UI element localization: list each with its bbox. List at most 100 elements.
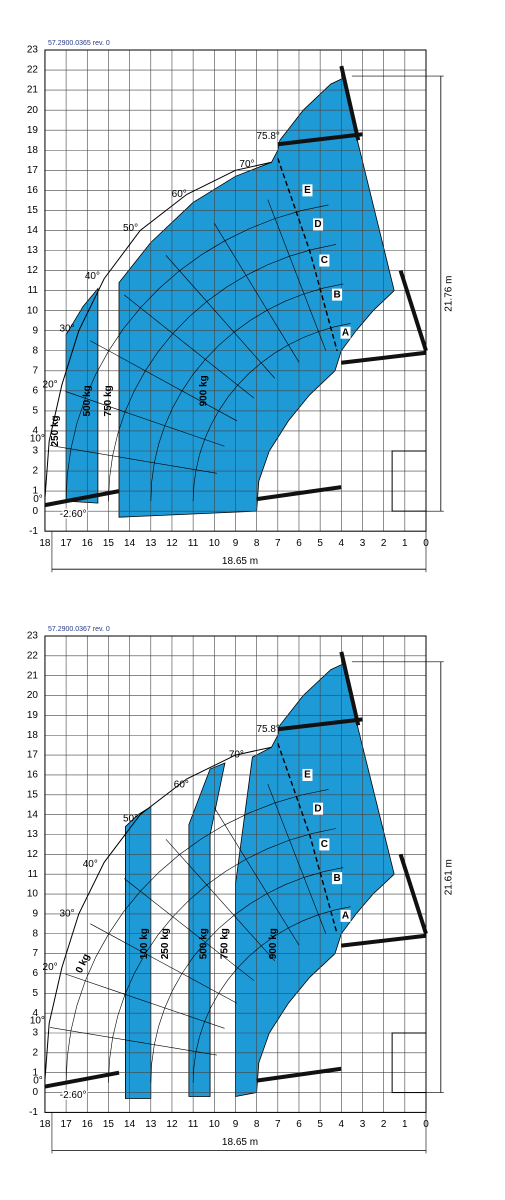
load-chart: 18 17 16 15 14 13 12 11 10 9 8 7 6 5 4 3 2 1 0232221201918… bbox=[27, 626, 454, 1154]
x-tick-label: 14 bbox=[124, 538, 136, 549]
x-tick-label: 14 bbox=[124, 1119, 136, 1130]
angle-label: 30° bbox=[59, 909, 74, 920]
frame bbox=[44, 49, 427, 532]
y-tick-label: 13 bbox=[27, 245, 39, 256]
zone-badge bbox=[340, 909, 351, 922]
angle-ray bbox=[90, 340, 238, 422]
y-tick-label: 3 bbox=[32, 446, 38, 457]
y-tick-label: 7 bbox=[32, 365, 38, 376]
angle-ray bbox=[65, 973, 225, 1029]
y-tick-label: 18 bbox=[27, 145, 39, 156]
y-tick-label: 17 bbox=[27, 750, 39, 761]
zone-label: A bbox=[342, 911, 349, 922]
angle-ray bbox=[165, 255, 276, 379]
angle-label: 75.8° bbox=[256, 724, 279, 735]
zone-limit bbox=[277, 742, 338, 934]
y-tick-label: -1 bbox=[29, 526, 38, 537]
boom bbox=[256, 485, 342, 502]
boom bbox=[339, 65, 361, 141]
y-tick-label: 2 bbox=[32, 466, 38, 477]
angle-ray bbox=[123, 294, 255, 399]
x-tick-label: 4 bbox=[339, 538, 345, 549]
width-label: 18.65 m bbox=[222, 1137, 258, 1148]
x-tick-label: 2 bbox=[381, 538, 387, 549]
y-tick-label: 20 bbox=[27, 105, 39, 116]
angle-ray bbox=[65, 391, 225, 447]
angle-label: -2.60° bbox=[60, 1090, 87, 1101]
x-tick-label: 8 bbox=[254, 1119, 260, 1130]
x-tick-label: 6 bbox=[296, 538, 302, 549]
load-label: 500 kg bbox=[198, 928, 209, 959]
zone-badge bbox=[302, 184, 313, 197]
y-tick-label: 14 bbox=[27, 225, 39, 236]
x-tick-label: 18 bbox=[39, 538, 51, 549]
y-tick-label: 3 bbox=[32, 1028, 38, 1039]
chart-code: 57.2900.0367 rev. 0 bbox=[48, 626, 110, 633]
zone-badge bbox=[313, 802, 324, 815]
load-label: 100 kg bbox=[139, 928, 150, 959]
y-tick-label: 6 bbox=[32, 385, 38, 396]
y-tick-label: 23 bbox=[27, 631, 39, 642]
angle-label: 10° bbox=[30, 1016, 45, 1027]
height-label: 21.61 m bbox=[443, 859, 454, 895]
angle-label: 70° bbox=[229, 750, 244, 761]
y-tick-label: 15 bbox=[27, 205, 39, 216]
y-tick-label: 6 bbox=[32, 968, 38, 979]
y-tick-label: 21 bbox=[27, 85, 39, 96]
y-tick-label: 13 bbox=[27, 829, 39, 840]
y-tick-label: 12 bbox=[27, 265, 39, 276]
x-tick-label: 15 bbox=[103, 1119, 115, 1130]
x-tick-label: 10 bbox=[209, 538, 221, 549]
zone-label: B bbox=[333, 289, 340, 300]
angle-label: 40° bbox=[83, 859, 98, 870]
y-tick-label: 23 bbox=[27, 45, 39, 56]
x-tick-label: 17 bbox=[61, 1119, 73, 1130]
angle-label: 20° bbox=[43, 962, 58, 973]
angle-ray bbox=[214, 223, 300, 363]
boom bbox=[44, 1070, 120, 1089]
y-tick-label: 19 bbox=[27, 125, 39, 136]
y-tick-label: -1 bbox=[29, 1107, 38, 1118]
zone-label: E bbox=[304, 770, 311, 781]
zone-badge bbox=[302, 768, 313, 781]
angle-ray bbox=[50, 1027, 217, 1056]
angle-label: 10° bbox=[30, 434, 45, 445]
load-label: 250 kg bbox=[160, 928, 171, 959]
x-tick-label: 16 bbox=[82, 538, 94, 549]
y-tick-label: 8 bbox=[32, 345, 38, 356]
load-chart: 18 17 16 15 14 13 12 11 10 9 8 7 6 5 4 3 2 1 0232221201918… bbox=[27, 40, 454, 573]
angle-label: 75.8° bbox=[256, 131, 279, 142]
y-tick-label: 0 bbox=[32, 1087, 38, 1098]
x-tick-label: 11 bbox=[188, 1119, 199, 1130]
y-tick-label: 16 bbox=[27, 770, 39, 781]
angle-label: 0° bbox=[33, 494, 43, 505]
y-tick-label: 19 bbox=[27, 710, 39, 721]
chassis bbox=[391, 1032, 427, 1094]
x-tick-label: 13 bbox=[145, 538, 157, 549]
x-tick-label: 1 bbox=[402, 1119, 408, 1130]
y-tick-label: 18 bbox=[27, 730, 39, 741]
x-tick-label: 9 bbox=[233, 1119, 239, 1130]
y-tick-label: 17 bbox=[27, 165, 39, 176]
x-tick-label: 1 bbox=[402, 538, 408, 549]
boom bbox=[398, 853, 428, 935]
angle-ray bbox=[165, 839, 276, 962]
y-tick-label: 5 bbox=[32, 406, 38, 417]
x-tick-label: 18 bbox=[39, 1119, 51, 1130]
y-tick-label: 1 bbox=[32, 1067, 38, 1078]
zone-badge bbox=[332, 872, 343, 885]
y-tick-label: 10 bbox=[27, 889, 39, 900]
angle-ray bbox=[267, 784, 327, 934]
load-label: 500 kg bbox=[82, 385, 93, 416]
x-tick-label: 10 bbox=[209, 1119, 221, 1130]
boom bbox=[398, 269, 428, 352]
zone-label: A bbox=[342, 327, 349, 338]
y-tick-label: 15 bbox=[27, 789, 39, 800]
zone-label: C bbox=[321, 255, 328, 266]
y-tick-label: 11 bbox=[28, 869, 39, 880]
x-tick-label: 9 bbox=[233, 538, 239, 549]
x-tick-label: 5 bbox=[317, 1119, 323, 1130]
zone-label: D bbox=[314, 219, 321, 230]
angle-label: 50° bbox=[123, 223, 138, 234]
zone-badge bbox=[313, 218, 324, 231]
